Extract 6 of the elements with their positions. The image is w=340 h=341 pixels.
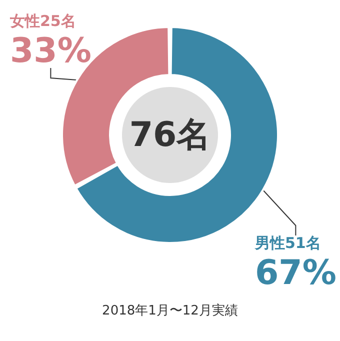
text: 76名 (129, 115, 211, 155)
slice-label: 女性25名 (9, 12, 76, 30)
text: 2018年1月〜12月実績 (102, 302, 238, 318)
slice-label: 男性51名 (254, 234, 321, 252)
data-label: 33% (10, 31, 92, 71)
data-label: 67% (255, 253, 336, 293)
